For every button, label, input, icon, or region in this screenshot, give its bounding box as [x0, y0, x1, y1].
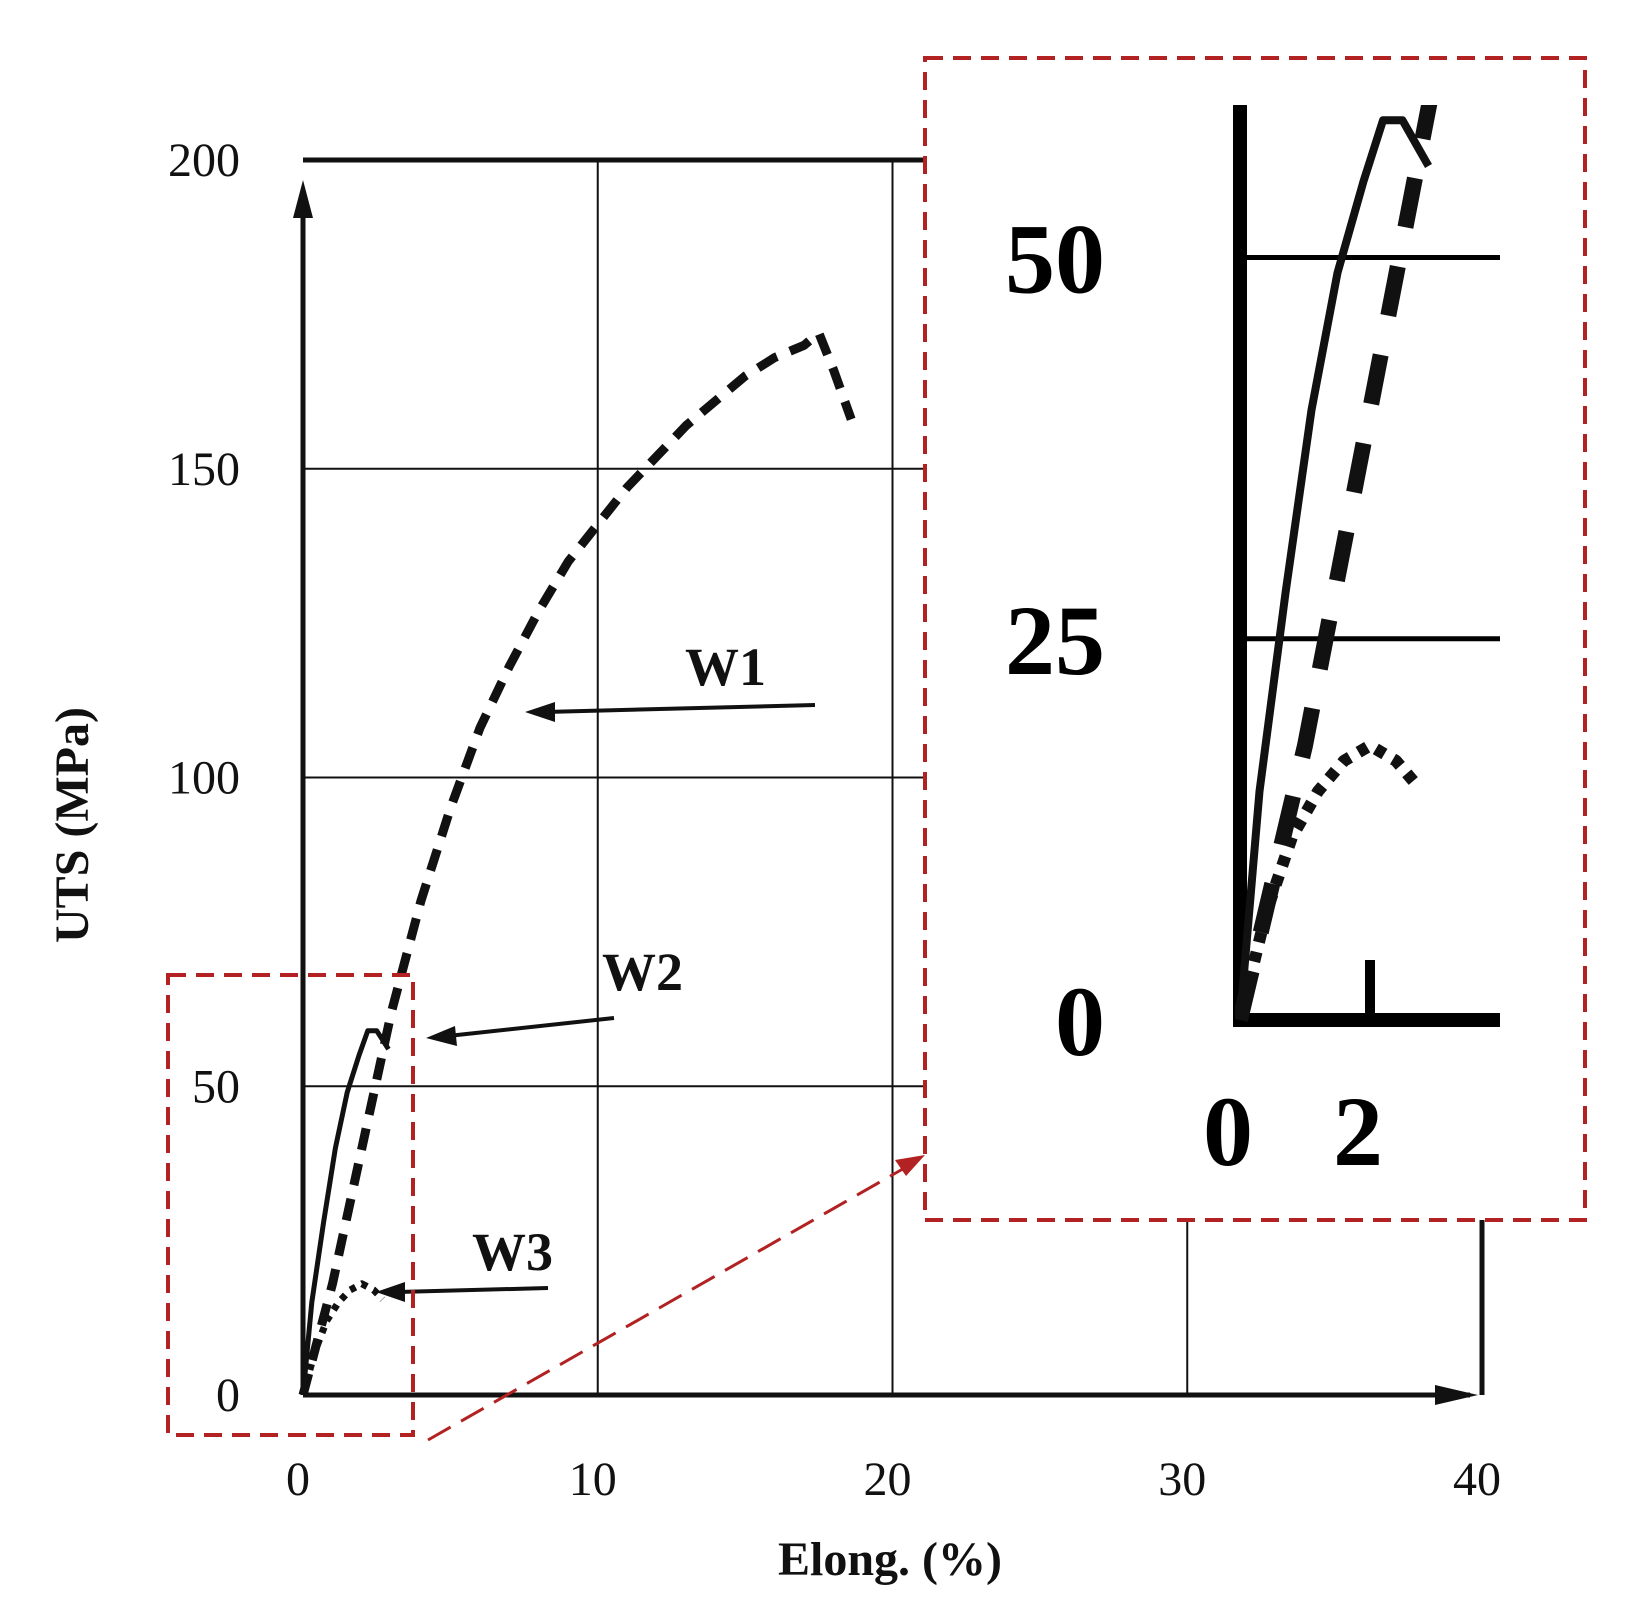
w3-arrow-line — [397, 1286, 549, 1294]
y-tick-label: 50 — [192, 1060, 240, 1113]
w3-label: W3 — [472, 1222, 553, 1282]
inset-series-group — [1235, 105, 1438, 1022]
x-tick-label: 30 — [1158, 1453, 1206, 1506]
inset-series-line-w3 — [1235, 739, 1421, 1022]
x-axis-arrow — [1435, 1385, 1478, 1405]
series-line-w2 — [300, 1028, 391, 1396]
annotation-w1: W1 — [525, 637, 816, 722]
inset-y-tick-label: 50 — [1005, 204, 1105, 315]
x-tick-label: 10 — [569, 1453, 617, 1506]
x-tick-label: 40 — [1453, 1453, 1501, 1506]
series-line-w3 — [299, 1280, 386, 1396]
y-tick-label: 200 — [168, 134, 240, 187]
x-axis-title: Elong. (%) — [778, 1533, 1002, 1586]
w3-arrowhead — [376, 1282, 405, 1302]
annotation-w2: W2 — [426, 942, 683, 1046]
inset-y-tick-label: 25 — [1005, 585, 1105, 696]
y-tick-label: 100 — [168, 752, 240, 805]
series-group — [298, 328, 856, 1397]
x-tick-labels: 0 10 20 30 40 — [286, 1453, 1501, 1506]
zoom-connector — [427, 1160, 916, 1442]
inset-series-line-w1 — [1235, 105, 1438, 1022]
w2-arrow-line — [447, 1016, 615, 1038]
inset-y-tick-label: 0 — [1055, 966, 1105, 1077]
w1-arrow-line — [544, 703, 816, 714]
w2-arrowhead — [426, 1026, 457, 1046]
zoom-region-box — [166, 973, 415, 1437]
zoom-connector-arrow — [895, 1155, 925, 1176]
w1-label: W1 — [685, 637, 766, 697]
x-tick-label: 0 — [286, 1453, 310, 1506]
inset-x-tick-label: 0 — [1203, 1076, 1253, 1187]
annotation-w3: W3 — [376, 1222, 553, 1302]
series-line-w1 — [298, 328, 856, 1397]
y-tick-label: 0 — [216, 1369, 240, 1422]
inset-x-tick-label: 2 — [1333, 1076, 1383, 1187]
x-tick-label: 20 — [864, 1453, 912, 1506]
inset-series-line-w2 — [1236, 116, 1432, 1021]
w1-arrowhead — [525, 702, 555, 722]
inset-y-tick-labels: 0 25 50 — [1005, 204, 1105, 1078]
inset-axes — [1233, 105, 1500, 1027]
y-axis-arrow — [293, 180, 313, 218]
main-axes — [293, 157, 1485, 1405]
main-grid — [303, 160, 1189, 1395]
y-tick-label: 150 — [168, 443, 240, 496]
y-axis-title: UTS (MPa) — [46, 707, 99, 943]
y-tick-labels: 0 50 100 150 200 — [168, 134, 240, 1422]
w2-label: W2 — [602, 942, 683, 1002]
